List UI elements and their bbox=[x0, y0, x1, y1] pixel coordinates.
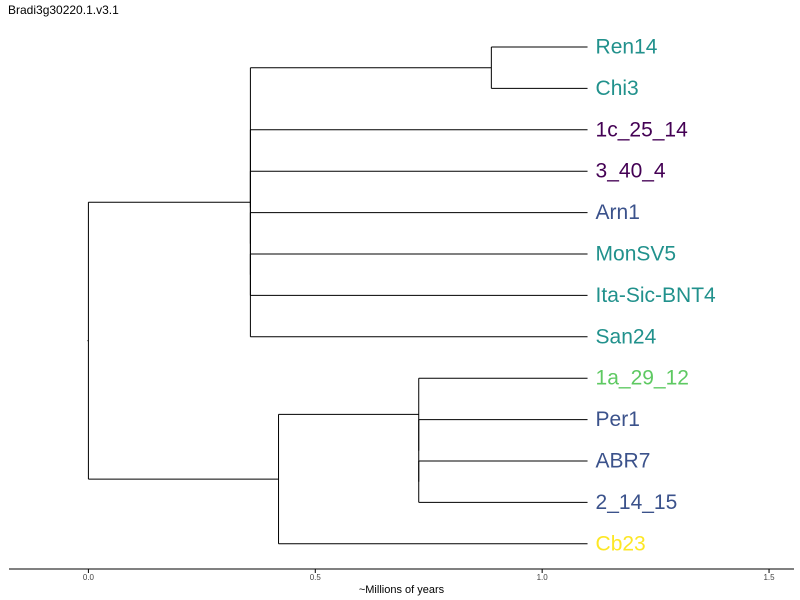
x-tick-label: 0.0 bbox=[83, 573, 95, 582]
leaf-label: Per1 bbox=[596, 408, 640, 431]
leaf-label: MonSV5 bbox=[596, 243, 677, 266]
leaf-label: Arn1 bbox=[596, 201, 640, 224]
leaf-label: 2_14_15 bbox=[596, 491, 678, 514]
leaf-label: 1c_25_14 bbox=[596, 118, 689, 141]
tree-branches bbox=[87, 46, 588, 545]
leaf-label: Ren14 bbox=[596, 36, 658, 59]
x-tick-label: 0.5 bbox=[310, 573, 322, 582]
leaf-label: 1a_29_12 bbox=[596, 367, 689, 390]
x-tick-label: 1.5 bbox=[763, 573, 775, 582]
leaf-label: Ita-Sic-BNT4 bbox=[596, 284, 717, 307]
leaf-label: ABR7 bbox=[596, 450, 651, 473]
leaf-label: 3_40_4 bbox=[596, 160, 666, 183]
leaf-label: Cb23 bbox=[596, 532, 646, 555]
chart-title: Bradi3g30220.1.v3.1 bbox=[8, 3, 119, 17]
leaf-label: San24 bbox=[596, 325, 657, 348]
x-axis: 0.0 0.5 1.0 1.5 ~Millions of years bbox=[9, 568, 794, 596]
x-axis-label: ~Millions of years bbox=[359, 584, 445, 596]
leaf-label: Chi3 bbox=[596, 77, 639, 100]
x-tick-label: 1.0 bbox=[537, 573, 549, 582]
leaf-labels: Ren14 Chi3 1c_25_14 3_40_4 Arn1 MonSV5 Ita-Sic… bbox=[596, 36, 717, 556]
